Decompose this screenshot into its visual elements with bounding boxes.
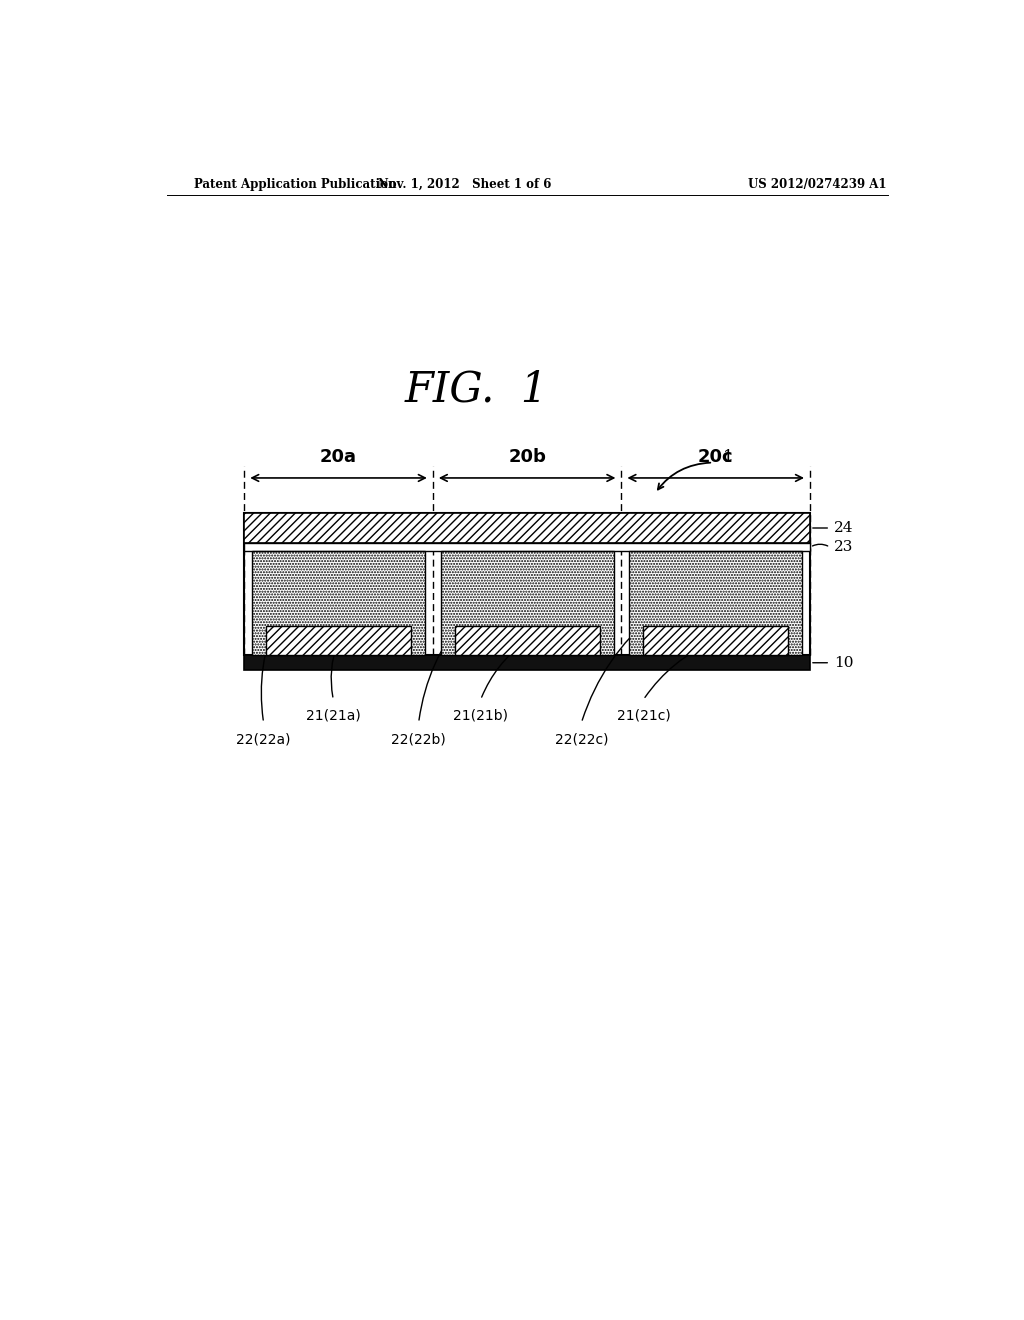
Text: Nov. 1, 2012   Sheet 1 of 6: Nov. 1, 2012 Sheet 1 of 6 <box>379 178 552 190</box>
Bar <box>455 626 600 655</box>
Bar <box>266 626 411 655</box>
Text: 21(21c): 21(21c) <box>616 709 671 723</box>
Text: 20b: 20b <box>508 449 546 466</box>
Bar <box>440 552 613 655</box>
Bar <box>629 552 802 655</box>
Text: 1: 1 <box>723 449 734 466</box>
Text: 21(21a): 21(21a) <box>306 709 360 723</box>
Text: 23: 23 <box>834 540 853 554</box>
Bar <box>245 512 810 544</box>
Text: 10: 10 <box>834 656 854 669</box>
Bar <box>245 655 810 671</box>
Bar <box>252 552 425 655</box>
Text: 22(22c): 22(22c) <box>555 733 608 746</box>
Text: Patent Application Publication: Patent Application Publication <box>194 178 396 190</box>
Bar <box>245 544 810 552</box>
Text: 22(22a): 22(22a) <box>237 733 291 746</box>
Bar <box>245 512 810 655</box>
Text: 22(22b): 22(22b) <box>391 733 446 746</box>
Text: 21(21b): 21(21b) <box>454 709 508 723</box>
Text: FIG.  1: FIG. 1 <box>406 368 549 411</box>
Bar <box>643 626 788 655</box>
Text: 20a: 20a <box>321 449 357 466</box>
Text: 24: 24 <box>834 521 854 535</box>
Text: US 2012/0274239 A1: US 2012/0274239 A1 <box>748 178 887 190</box>
Text: 20c: 20c <box>698 449 733 466</box>
